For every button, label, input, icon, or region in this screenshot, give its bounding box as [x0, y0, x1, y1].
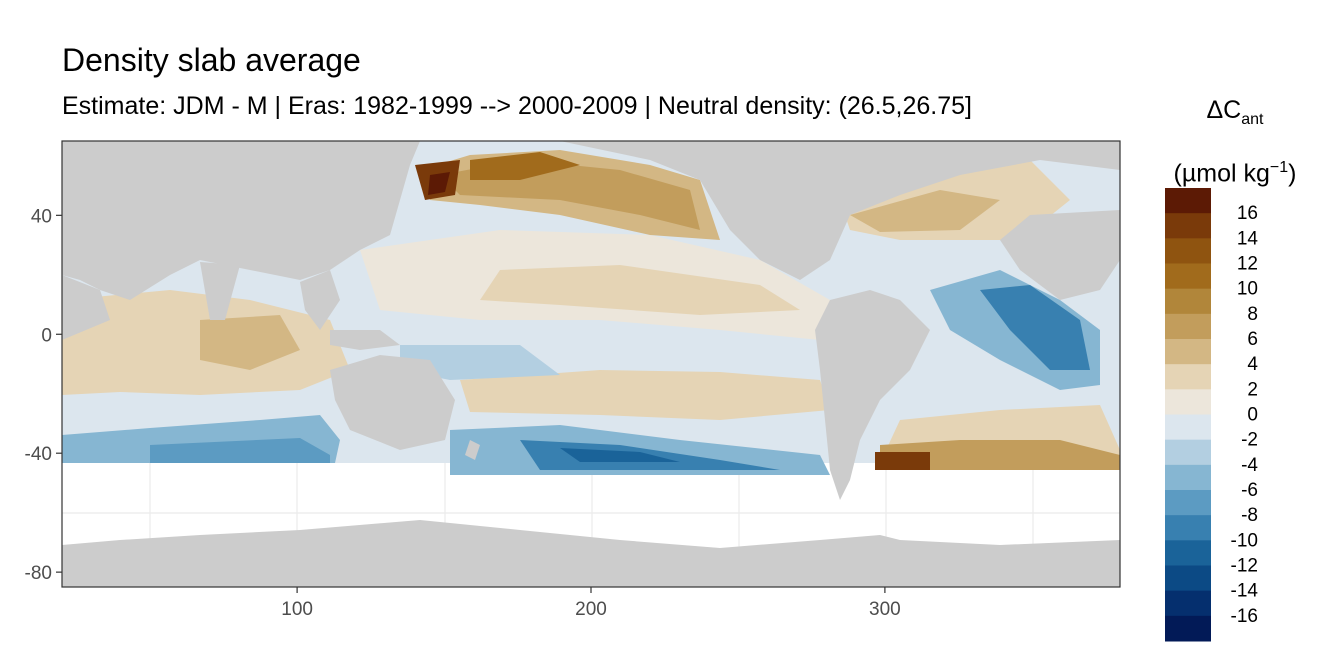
colorbar-symbol: ΔC: [1206, 96, 1242, 124]
colorbar-swatch: [1165, 339, 1211, 365]
africa-east-coast: [62, 275, 110, 340]
colorbar-swatch: [1165, 288, 1211, 315]
colorbar-swatch: [1165, 515, 1211, 541]
colorbar-tick-label: -8: [1241, 505, 1258, 526]
colorbar-tick-label: 2: [1247, 379, 1258, 400]
colorbar-swatch: [1165, 439, 1211, 466]
colorbar-tick-label: 0: [1247, 405, 1258, 426]
colorbar-swatch: [1165, 213, 1211, 239]
colorbar-swatch: [1165, 464, 1211, 491]
colorbar-tick-label: -2: [1241, 430, 1258, 451]
colorbar-units: (µmol kg: [1173, 159, 1270, 188]
north-atlantic-positive-core: [850, 190, 1000, 232]
south-pacific-negative-deep: [560, 448, 680, 462]
colorbar-tick-label: 8: [1247, 304, 1258, 325]
colorbar-swatch: [1165, 414, 1211, 441]
colorbar-swatch: [1165, 364, 1211, 390]
x-tick-label: 100: [281, 599, 313, 620]
colorbar-tick-label: -14: [1231, 581, 1259, 602]
chart-title: Density slab average: [62, 42, 361, 78]
colorbar-tick-label: 14: [1237, 228, 1259, 249]
colorbar-title: ΔCant (µmol kg−1): [1160, 86, 1310, 197]
south-pacific-positive: [460, 370, 830, 420]
colorbar-tick-label: 16: [1237, 203, 1258, 224]
colorbar-swatch: [1165, 238, 1211, 264]
new-zealand-landmass: [465, 440, 480, 460]
colorbar-swatch: [1165, 490, 1211, 516]
eurasia-landmass: [62, 141, 420, 300]
colorbar-tick-label: -4: [1241, 455, 1258, 476]
colorbar-swatch: [1165, 615, 1211, 642]
x-tick-label: 200: [575, 599, 607, 620]
pacific-positive-band: [480, 265, 800, 315]
y-tick-label: 0: [41, 325, 52, 346]
australia-landmass: [330, 355, 455, 450]
colorbar-swatch: [1165, 590, 1211, 617]
indian-ocean-positive-core: [200, 315, 300, 370]
south-atlantic-positive-band: [880, 440, 1120, 470]
north-america-landmass: [560, 141, 1120, 280]
y-tick-label: -80: [25, 563, 52, 584]
colorbar-swatch: [1165, 389, 1211, 415]
tropical-pacific-negative: [400, 345, 560, 380]
colorbar-subscript: ant: [1241, 111, 1264, 128]
colorbar: 16 14 12 10 8 6 4 2 0 -2 -4 -6 -8 -10 -12 -14 -16: [1165, 188, 1258, 642]
colorbar-tick-label: 12: [1237, 254, 1258, 275]
south-america-landmass: [815, 290, 930, 500]
colorbar-tick-label: -6: [1241, 480, 1258, 501]
x-axis: 100 200 300: [281, 587, 901, 620]
colorbar-tick-label: 10: [1237, 279, 1258, 300]
south-indian-negative-core: [150, 438, 330, 463]
colorbar-swatch: [1165, 263, 1211, 290]
land: [62, 141, 1120, 587]
tropical-atlantic-negative-core: [980, 285, 1090, 370]
colorbar-swatch: [1165, 188, 1211, 214]
y-tick-label: -40: [25, 444, 52, 465]
y-tick-label: 40: [31, 206, 52, 227]
chart-subtitle: Estimate: JDM - M | Eras: 1982-1999 --> …: [62, 92, 972, 120]
indochina-landmass: [300, 270, 340, 330]
india-landmass: [200, 262, 240, 320]
okhotsk-max: [428, 172, 450, 195]
y-axis: 40 0 -40 -80: [25, 206, 62, 584]
africa-west-landmass: [1000, 210, 1120, 300]
colorbar-swatch: [1165, 565, 1211, 592]
colorbar-units-exponent: −1: [1269, 159, 1289, 176]
x-tick-label: 300: [869, 599, 901, 620]
indonesia-landmass: [330, 330, 400, 350]
colorbar-swatch: [1165, 313, 1211, 340]
colorbar-tick-label: 4: [1247, 354, 1258, 375]
colorbar-swatch: [1165, 540, 1211, 566]
antarctica-landmass: [62, 520, 1120, 587]
north-pacific-positive-core: [470, 152, 580, 180]
colorbar-tick-label: -16: [1231, 606, 1258, 627]
colorbar-tick-label: -12: [1231, 556, 1258, 577]
colorbar-tick-label: 6: [1247, 329, 1258, 350]
colorbar-units-close: ): [1288, 159, 1297, 188]
south-atlantic-positive-core: [875, 452, 930, 470]
colorbar-tick-label: -10: [1231, 530, 1258, 551]
